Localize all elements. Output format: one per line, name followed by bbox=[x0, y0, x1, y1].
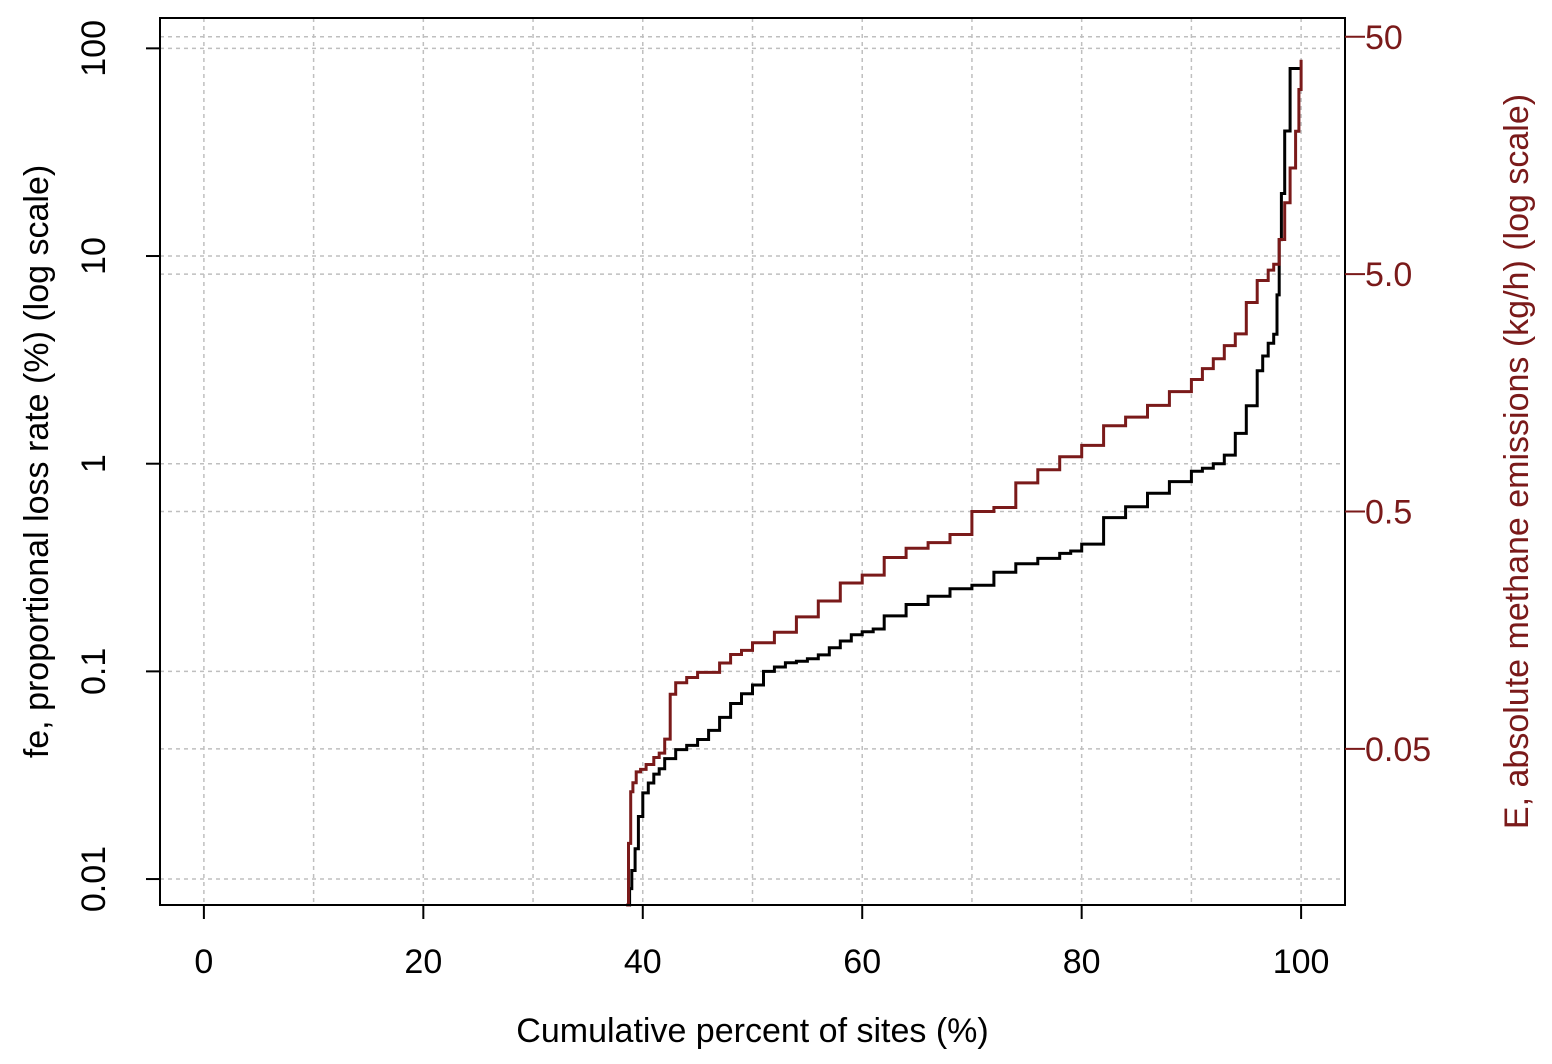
left-tick-label: 1 bbox=[75, 454, 113, 473]
x-tick-label: 80 bbox=[1063, 943, 1101, 981]
grid bbox=[160, 18, 1345, 905]
left-tick-label: 10 bbox=[75, 237, 113, 275]
left-axis-title: fe, proportional loss rate (%) (log scal… bbox=[18, 165, 56, 758]
left-tick-label: 0.01 bbox=[75, 846, 113, 912]
plot-frame bbox=[159, 17, 1346, 906]
right-tick-label: 0.05 bbox=[1365, 731, 1431, 769]
right-tick-label: 5.0 bbox=[1365, 256, 1412, 294]
x-tick-label: 20 bbox=[404, 943, 442, 981]
x-tick-label: 60 bbox=[843, 943, 881, 981]
series-group bbox=[626, 59, 1303, 907]
x-tick-label: 0 bbox=[194, 943, 213, 981]
series-line-fe bbox=[626, 67, 1302, 907]
series-line-emissions bbox=[626, 59, 1303, 907]
x-axis-title: Cumulative percent of sites (%) bbox=[516, 1012, 988, 1050]
right-tick-label: 50 bbox=[1365, 19, 1403, 57]
x-tick-label: 100 bbox=[1273, 943, 1330, 981]
x-axis: 0 20 40 60 80 100 bbox=[194, 905, 1329, 981]
right-axis-title: E, absolute methane emissions (kg/h) (lo… bbox=[1498, 94, 1536, 829]
left-tick-label: 100 bbox=[75, 20, 113, 77]
right-tick-label: 0.5 bbox=[1365, 494, 1412, 532]
left-tick-label: 0.1 bbox=[75, 648, 113, 695]
x-tick-label: 40 bbox=[624, 943, 662, 981]
right-axis: 0.05 0.5 5.0 50 bbox=[1345, 19, 1431, 769]
left-axis: 0.01 0.1 1 10 100 bbox=[75, 20, 160, 912]
